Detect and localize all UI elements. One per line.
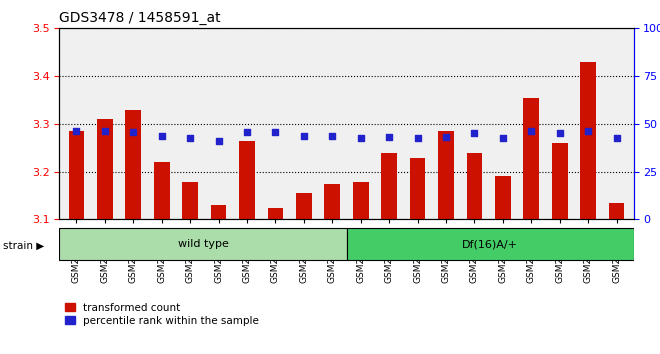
FancyBboxPatch shape [59,228,346,260]
Bar [523,98,539,219]
Point [498,135,508,141]
Bar [552,143,568,219]
Point [156,133,167,139]
Point [611,135,622,141]
Point [469,131,480,136]
Bar [239,141,255,219]
Bar [154,162,170,219]
Text: strain ▶: strain ▶ [3,241,44,251]
Bar [580,62,596,219]
Point [185,135,195,141]
Point [128,129,139,135]
Bar [182,182,198,219]
Bar [296,193,312,219]
Bar [438,131,454,219]
Bar [325,184,340,219]
Text: Df(16)A/+: Df(16)A/+ [462,239,518,249]
Bar [267,207,283,219]
Point [441,134,451,139]
Bar [353,182,368,219]
Point [356,135,366,141]
Point [100,128,110,134]
Bar [410,158,426,219]
Bar [467,153,482,219]
Text: wild type: wild type [178,239,228,249]
Point [242,129,252,135]
Bar [211,205,226,219]
Bar [69,131,84,219]
Bar [381,153,397,219]
Bar [495,176,511,219]
Point [412,135,423,141]
Text: GDS3478 / 1458591_at: GDS3478 / 1458591_at [59,11,221,25]
Point [526,128,537,134]
Bar [609,203,624,219]
Point [554,131,565,136]
Bar [97,119,113,219]
Point [384,134,395,139]
Bar [125,110,141,219]
Point [71,128,82,134]
Point [213,138,224,143]
Point [583,128,593,134]
FancyBboxPatch shape [346,228,634,260]
Point [327,133,337,139]
Point [298,133,309,139]
Legend: transformed count, percentile rank within the sample: transformed count, percentile rank withi… [65,303,259,326]
Point [270,129,280,135]
